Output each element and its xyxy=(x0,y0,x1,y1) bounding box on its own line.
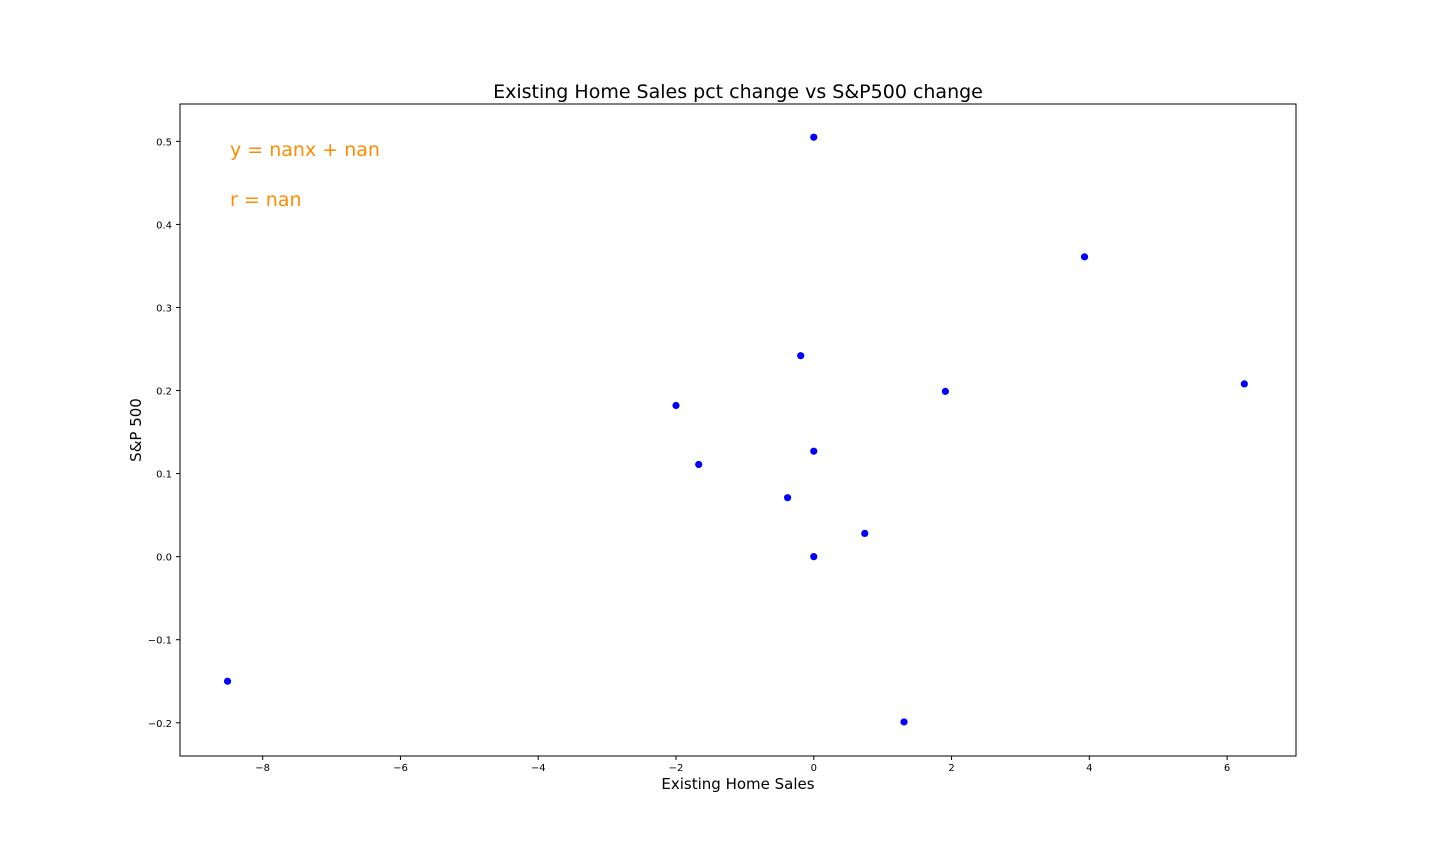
x-tick-label: 2 xyxy=(948,763,954,774)
x-tick-label: −2 xyxy=(669,763,684,774)
scatter-point xyxy=(810,133,818,141)
scatter-point xyxy=(1080,253,1089,261)
scatter-point xyxy=(810,553,818,561)
x-tick-label: −4 xyxy=(531,763,546,774)
scatter-point xyxy=(900,718,908,726)
x-tick-label: 6 xyxy=(1224,763,1230,774)
scatter-point xyxy=(223,677,232,685)
y-tick-label: −0.1 xyxy=(148,636,172,647)
scatter-point xyxy=(784,494,792,502)
scatter-point xyxy=(941,387,949,395)
y-tick-label: 0.5 xyxy=(156,137,172,148)
y-axis: −0.2 −0.1 0.0 0.1 0.2 0.3 0.4 0.5 xyxy=(148,137,180,730)
x-tick-label: −8 xyxy=(255,763,270,774)
scatter-point xyxy=(810,447,818,455)
x-tick-label: −6 xyxy=(393,763,408,774)
chart-title: Existing Home Sales pct change vs S&P500… xyxy=(493,81,983,103)
scatter-point xyxy=(1240,380,1248,388)
scatter-point xyxy=(797,352,805,360)
scatter-point xyxy=(695,460,703,469)
plot-area-frame xyxy=(179,103,1297,757)
y-tick-label: 0.4 xyxy=(156,220,172,231)
x-tick-label: 4 xyxy=(1086,763,1092,774)
y-tick-label: 0.3 xyxy=(156,303,172,314)
y-tick-label: 0.0 xyxy=(156,553,172,564)
regression-equation-annotation: y = nanx + nan xyxy=(230,139,380,161)
x-axis: −8 −6 −4 −2 0 2 4 6 xyxy=(255,756,1230,774)
x-tick-label: 0 xyxy=(811,763,817,774)
y-tick-label: 0.1 xyxy=(156,470,172,481)
y-tick-label: −0.2 xyxy=(148,719,172,730)
y-axis-label: S&P 500 xyxy=(127,398,145,462)
y-tick-label: 0.2 xyxy=(156,387,172,398)
scatter-point xyxy=(672,401,680,410)
scatter-point xyxy=(861,529,869,538)
data-points xyxy=(223,133,1248,726)
x-axis-label: Existing Home Sales xyxy=(661,775,814,793)
correlation-annotation: r = nan xyxy=(230,189,302,211)
